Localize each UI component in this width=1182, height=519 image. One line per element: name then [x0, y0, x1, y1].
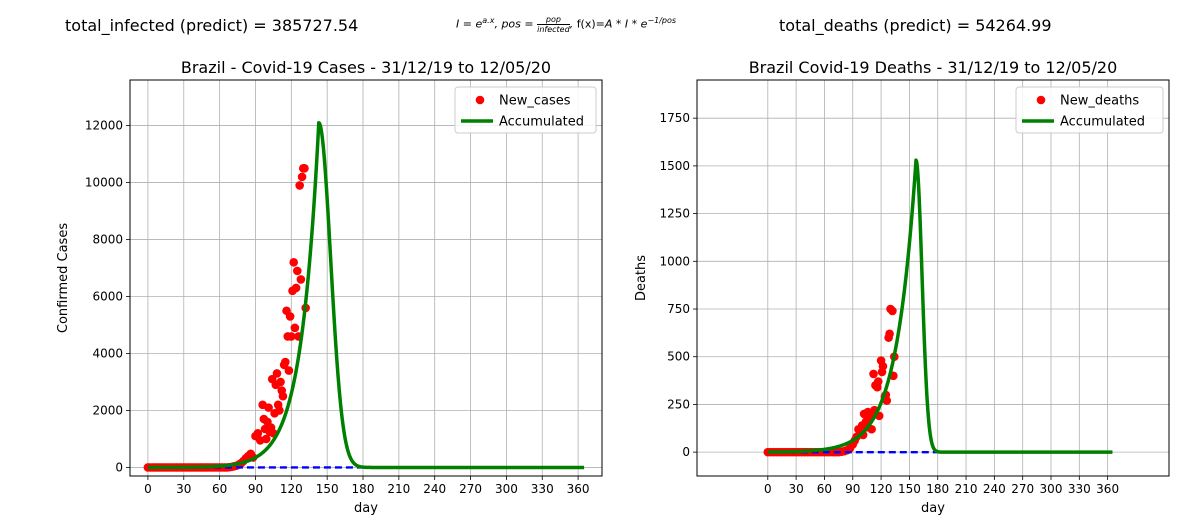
- x-axis-label: day: [921, 501, 945, 516]
- legend-label: New_deaths: [1060, 94, 1139, 109]
- data-point: [289, 258, 299, 267]
- data-point: [283, 332, 293, 341]
- y-tick-label: 750: [667, 302, 690, 316]
- x-tick-label: 120: [870, 482, 893, 496]
- plot-frame: [696, 79, 1170, 477]
- legend-marker-points: [475, 95, 485, 105]
- x-tick-label: 60: [212, 482, 227, 496]
- data-point: [264, 403, 273, 412]
- total-infected-header: total_infected (predict) = 385727.54: [65, 16, 359, 35]
- legend-label: New_cases: [499, 94, 571, 109]
- data-point: [253, 428, 263, 438]
- x-tick-label: 360: [1096, 482, 1119, 496]
- legend-label: Accumulated: [499, 115, 584, 130]
- data-point: [295, 181, 304, 190]
- data-point: [285, 312, 295, 321]
- x-tick-label: 150: [316, 482, 339, 496]
- plot-area: [763, 158, 1114, 457]
- data-point: [261, 434, 271, 444]
- x-tick-label: 150: [898, 482, 921, 496]
- plot-area: [143, 120, 586, 472]
- data-point: [869, 369, 878, 379]
- accumulated-curve: [146, 120, 586, 470]
- x-tick-label: 210: [955, 482, 978, 496]
- legend-marker-points: [1036, 95, 1046, 105]
- y-tick-label: 4000: [92, 346, 123, 360]
- legend: New_deaths Accumulated: [1015, 86, 1164, 134]
- y-tick-label: 1250: [659, 207, 690, 221]
- x-tick-label: 210: [387, 482, 410, 496]
- y-tick-label: 2000: [92, 403, 123, 417]
- data-point: [296, 275, 306, 284]
- data-point: [877, 367, 887, 377]
- x-tick-label: 360: [567, 482, 590, 496]
- y-tick-label: 8000: [92, 233, 123, 247]
- y-tick-label: 12000: [85, 119, 123, 133]
- cases-chart: 0 30 60 90 120 150 180 210 240 270 300 330 360 0 2000 4…: [56, 58, 603, 516]
- y-axis-label: Confirmed Cases: [56, 223, 71, 333]
- y-tick-label: 6000: [92, 290, 123, 304]
- chart-title: Brazil - Covid-19 Cases - 31/12/19 to 12…: [181, 58, 551, 77]
- x-tick-label: 270: [1011, 482, 1034, 496]
- data-point: [259, 414, 269, 424]
- x-tick-label: 0: [764, 482, 772, 496]
- plot-frame: [129, 79, 603, 477]
- x-tick-label: 30: [788, 482, 803, 496]
- data-point: [873, 377, 883, 386]
- data-point: [284, 366, 294, 375]
- y-tick-label: 250: [667, 397, 690, 411]
- formula-header: I = ea.x, pos = pop infected, f(x)=A * I …: [456, 15, 677, 34]
- x-tick-label: 180: [352, 482, 375, 496]
- data-point: [885, 329, 894, 339]
- y-tick-label: 500: [667, 350, 690, 364]
- x-tick-label: 240: [983, 482, 1006, 496]
- x-tick-label: 90: [845, 482, 860, 496]
- x-tick-label: 60: [817, 482, 832, 496]
- x-tick-label: 300: [1040, 482, 1063, 496]
- data-point: [288, 286, 297, 296]
- grid: [130, 80, 602, 476]
- data-point: [273, 400, 283, 410]
- y-tick-label: 0: [115, 460, 123, 474]
- x-tick-label: 30: [176, 482, 191, 496]
- x-tick-label: 330: [1068, 482, 1091, 496]
- x-tick-label: 180: [926, 482, 949, 496]
- y-tick-label: 1750: [659, 111, 690, 125]
- x-tick-label: 120: [280, 482, 303, 496]
- data-point: [272, 369, 282, 378]
- y-tick-label: 0: [682, 445, 690, 459]
- data-point: [278, 391, 288, 401]
- data-point: [290, 323, 300, 333]
- legend-label: Accumulated: [1060, 115, 1145, 130]
- y-tick-label: 10000: [85, 176, 123, 190]
- data-point: [300, 164, 309, 173]
- data-point: [292, 266, 302, 276]
- data-point: [888, 306, 897, 316]
- axes: 0 30 60 90 120 150 180 210 240 270 300 330 360 0 2000 4…: [85, 119, 590, 496]
- x-tick-label: 330: [531, 482, 554, 496]
- legend: New_cases Accumulated: [454, 86, 597, 134]
- y-tick-label: 1000: [659, 254, 690, 268]
- total-deaths-header: total_deaths (predict) = 54264.99: [779, 16, 1052, 35]
- x-tick-label: 300: [495, 482, 518, 496]
- x-tick-label: 240: [423, 482, 446, 496]
- grid: [697, 80, 1169, 476]
- chart-title: Brazil Covid-19 Deaths - 31/12/19 to 12/…: [749, 58, 1118, 77]
- data-point: [297, 172, 307, 182]
- accumulated-curve: [766, 158, 1114, 454]
- y-tick-label: 1500: [659, 159, 690, 173]
- data-point: [281, 357, 290, 367]
- data-point: [276, 377, 285, 387]
- axes: 0 30 60 90 120 150 180 210 240 270 300 330 360 0 250 50…: [659, 111, 1119, 496]
- x-tick-label: 0: [144, 482, 152, 496]
- x-tick-label: 90: [248, 482, 263, 496]
- x-tick-label: 270: [459, 482, 482, 496]
- deaths-chart: 0 30 60 90 120 150 180 210 240 270 300 330 360 0 250 50…: [634, 58, 1170, 516]
- y-axis-label: Deaths: [634, 255, 649, 301]
- x-axis-label: day: [354, 501, 378, 516]
